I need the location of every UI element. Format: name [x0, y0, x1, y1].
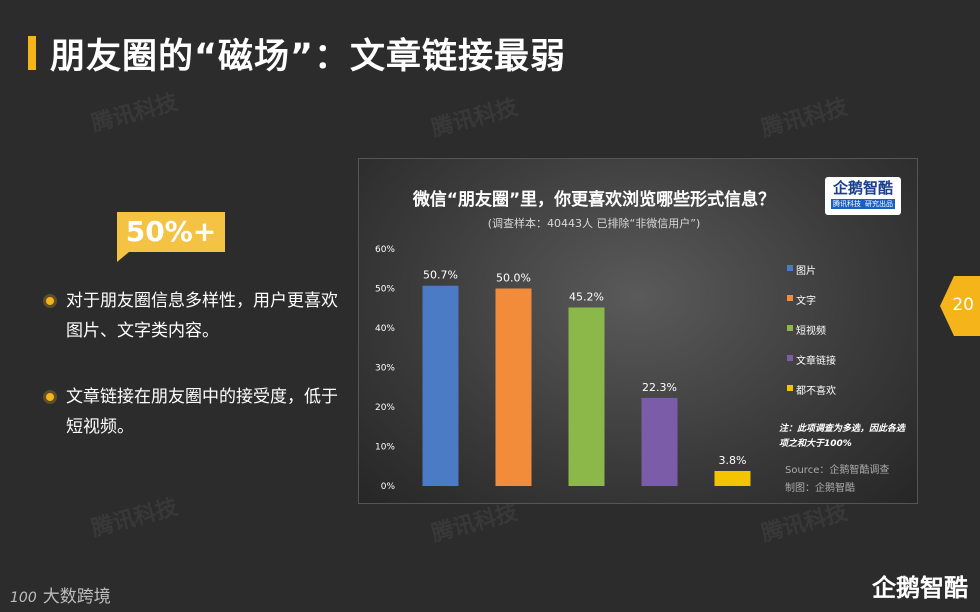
- watermark-text: 腾讯科技: [428, 94, 521, 142]
- y-tick-label: 0%: [381, 482, 396, 492]
- y-tick-label: 60%: [375, 245, 395, 255]
- legend-swatch: [787, 385, 793, 391]
- bar-3: [568, 307, 605, 486]
- bullet-text: 文章链接在朋友圈中的接受度，低于短视频。: [66, 387, 338, 437]
- bullet-text: 对于朋友圈信息多样性，用户更喜欢图片、文字类内容。: [66, 291, 338, 341]
- chart-logo: 企鹅智酷 腾讯科技 研究出品: [825, 177, 901, 215]
- watermark-text: 腾讯科技: [758, 94, 851, 142]
- page-number: 20: [952, 295, 974, 315]
- chart-source: Source：企鹅智酷调查: [785, 465, 890, 476]
- legend-label: 都不喜欢: [796, 386, 836, 397]
- bar-5: [714, 470, 751, 486]
- chart-subtitle: (调查样本：40443人 已排除“非微信用户”): [487, 217, 701, 230]
- legend-label: 短视频: [796, 326, 826, 337]
- page-title: 朋友圈的“磁场”：文章链接最弱: [50, 37, 567, 77]
- bullet-item: 文章链接在朋友圈中的接受度，低于短视频。: [46, 382, 346, 442]
- y-tick-label: 50%: [375, 285, 395, 295]
- bar-2: [495, 288, 532, 486]
- bar-value-label: 50.0%: [496, 272, 531, 285]
- bullet-item: 对于朋友圈信息多样性，用户更喜欢图片、文字类内容。: [46, 286, 346, 346]
- footer-brand-text: 大数跨境: [42, 587, 111, 607]
- legend-label: 文字: [796, 296, 816, 307]
- bar-value-label: 22.3%: [642, 381, 677, 394]
- y-tick-label: 40%: [375, 324, 395, 334]
- y-tick-label: 10%: [375, 443, 395, 453]
- y-tick-label: 20%: [375, 403, 395, 413]
- bar-value-label: 45.2%: [569, 290, 604, 303]
- legend-swatch: [787, 355, 793, 361]
- bar-1: [422, 285, 459, 486]
- legend-swatch: [787, 325, 793, 331]
- title-accent-bar: [28, 36, 36, 70]
- legend-item: 都不喜欢: [787, 382, 836, 397]
- bar-chart: 0% 10% 20% 30% 40% 50% 60% 50.7% 50.0% 45.2% 22.3%…: [375, 245, 751, 492]
- bullet-dot-icon: [46, 297, 54, 305]
- chart-logo-text: 企鹅智酷: [832, 179, 893, 197]
- chart-made-by: 制图：企鹅智酷: [785, 483, 855, 494]
- footer-brand-left: 100 大数跨境: [10, 582, 111, 607]
- chart-panel: 微信“朋友圈”里，你更喜欢浏览哪些形式信息？ (调查样本：40443人 已排除“…: [358, 158, 918, 504]
- footer-mark: 100: [10, 590, 37, 606]
- legend-item: 文字: [787, 292, 816, 307]
- highlight-badge: 50%+: [117, 212, 225, 252]
- bar-value-label: 50.7%: [423, 269, 458, 282]
- bar-value-label: 3.8%: [719, 454, 747, 467]
- chart-logo-sub-right: 研究出品: [865, 200, 893, 208]
- legend-item: 文章链接: [787, 352, 836, 367]
- badge-tail: [117, 252, 129, 262]
- watermark-text: 腾讯科技: [88, 494, 181, 542]
- chart-note: 注：此项调查为多选，因此各选项之和大于100%: [779, 424, 906, 449]
- y-tick-label: 30%: [375, 364, 395, 374]
- legend-item: 短视频: [787, 322, 826, 337]
- chart-logo-sub-left: 腾讯科技: [833, 200, 861, 208]
- bullet-dot-icon: [46, 393, 54, 401]
- legend-label: 文章链接: [796, 356, 836, 367]
- legend-swatch: [787, 265, 793, 271]
- legend-swatch: [787, 295, 793, 301]
- watermark-text: 腾讯科技: [88, 89, 181, 137]
- legend-label: 图片: [796, 266, 816, 277]
- chart-title: 微信“朋友圈”里，你更喜欢浏览哪些形式信息？: [412, 190, 776, 210]
- chart-logo-subbar: 腾讯科技 研究出品: [831, 199, 895, 209]
- footer-brand-right: 企鹅智酷: [872, 574, 968, 602]
- bar-4: [641, 397, 678, 486]
- legend-item: 图片: [787, 262, 816, 277]
